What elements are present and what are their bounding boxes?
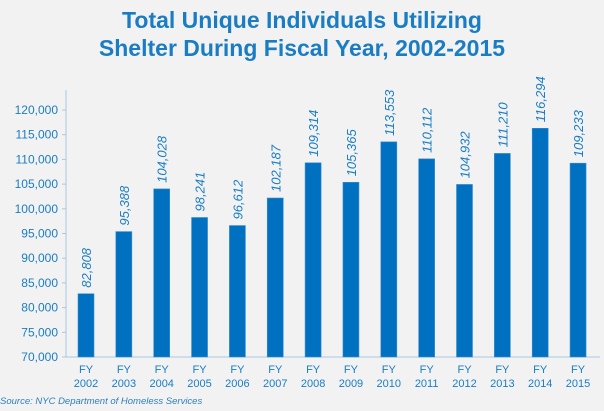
data-label: 102,187: [268, 144, 283, 192]
x-tick-label-fy: FY: [382, 364, 397, 376]
bar: [153, 188, 170, 358]
data-label: 109,314: [306, 110, 321, 157]
x-tick-label-year: 2004: [149, 378, 173, 390]
y-tick-label: 70,000: [21, 350, 58, 364]
y-tick-label: 120,000: [15, 103, 59, 117]
data-label: 105,365: [344, 129, 359, 177]
y-tick-label: 75,000: [21, 325, 58, 339]
bar: [456, 184, 473, 358]
x-tick-label-fy: FY: [117, 364, 132, 376]
x-tick-label-year: 2012: [452, 378, 476, 390]
y-tick-label: 115,000: [16, 128, 59, 142]
bar: [229, 225, 246, 358]
x-tick-label-fy: FY: [230, 364, 245, 376]
x-tick-label-fy: FY: [420, 364, 435, 376]
x-tick-label-fy: FY: [344, 364, 359, 376]
x-tick-label-year: 2014: [528, 378, 552, 390]
data-label: 104,932: [458, 131, 473, 179]
x-tick-label-fy: FY: [457, 364, 472, 376]
data-label: 95,388: [117, 185, 132, 226]
x-tick-label-year: 2002: [74, 378, 98, 390]
data-label: 113,553: [382, 89, 397, 136]
x-tick-label-fy: FY: [306, 364, 321, 376]
y-tick-label: 80,000: [21, 301, 58, 315]
y-tick-label: 105,000: [15, 177, 59, 191]
y-tick-label: 100,000: [15, 202, 59, 216]
x-tick-label-fy: FY: [571, 364, 586, 376]
x-tick-label-year: 2007: [263, 378, 287, 390]
data-label: 98,241: [193, 172, 208, 212]
bar: [342, 181, 360, 358]
x-tick-label-fy: FY: [533, 364, 548, 376]
source-note: Source: NYC Department of Homeless Servi…: [0, 396, 203, 407]
chart-title: Total Unique Individuals Utilizing Shelt…: [0, 6, 604, 62]
x-tick-label-year: 2008: [301, 378, 325, 390]
x-tick-label-year: 2013: [490, 378, 514, 390]
data-label: 82,808: [79, 247, 94, 288]
x-tick-label-fy: FY: [193, 364, 208, 376]
data-label: 111,210: [495, 102, 510, 148]
y-tick-label: 95,000: [21, 227, 58, 241]
data-label: 109,233: [571, 109, 586, 157]
bar: [569, 162, 587, 358]
bar: [418, 158, 435, 358]
x-tick-label-year: 2005: [187, 378, 211, 390]
bar: [494, 153, 511, 358]
y-tick-label: 90,000: [21, 251, 58, 265]
bar: [115, 231, 133, 358]
chart-title-line-1: Total Unique Individuals Utilizing: [122, 7, 482, 33]
x-tick-label-fy: FY: [268, 364, 283, 376]
x-tick-label-year: 2011: [415, 378, 439, 390]
bar: [191, 217, 208, 358]
data-label: 116,294: [533, 76, 548, 122]
bar: [304, 162, 322, 358]
y-tick-label: 85,000: [21, 276, 58, 290]
x-tick-label-fy: FY: [155, 364, 170, 376]
x-tick-label-fy: FY: [495, 364, 510, 376]
x-tick-label-year: 2006: [225, 378, 249, 390]
x-tick-label-year: 2009: [339, 378, 363, 390]
x-tick-label-year: 2003: [112, 378, 136, 390]
x-tick-label-year: 2015: [566, 378, 590, 390]
bar: [380, 141, 398, 358]
bar: [77, 293, 95, 358]
chart-title-line-2: Shelter During Fiscal Year, 2002-2015: [98, 35, 506, 61]
data-label: 96,612: [230, 179, 245, 220]
data-label: 104,028: [155, 135, 170, 183]
bar: [266, 197, 284, 358]
x-tick-label-year: 2010: [377, 378, 401, 390]
y-tick-label: 110,000: [16, 152, 59, 166]
x-tick-label-fy: FY: [79, 364, 94, 376]
bar: [531, 128, 549, 358]
data-label: 110,112: [420, 107, 435, 153]
